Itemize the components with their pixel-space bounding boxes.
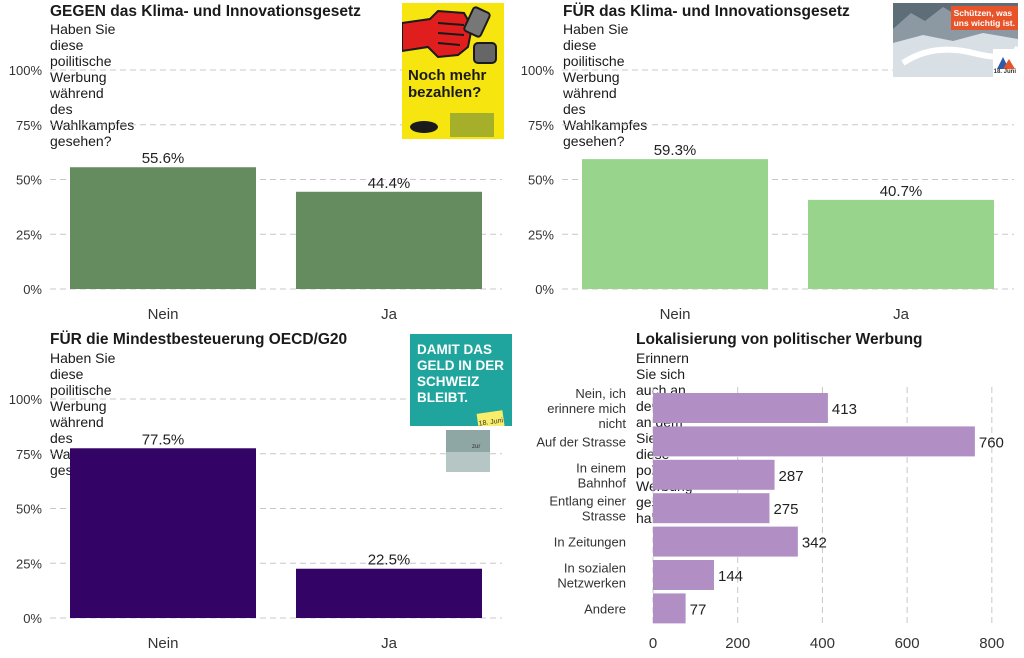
y-tick-label: Auf der Strasse — [536, 434, 626, 449]
bar-value-label: 44.4% — [368, 175, 411, 192]
bar — [70, 167, 256, 289]
chart-title: FÜR die Mindestbesteuerung OECD/G20 — [50, 331, 348, 348]
fist-icon — [402, 6, 497, 137]
y-tick-label: 50% — [16, 502, 42, 517]
bar-chart-gegen-klima: 0% 25% 50% 75% 100% 55.6% Nein 44.4% Ja — [9, 63, 502, 323]
y-tick-label: 75% — [528, 118, 554, 133]
x-tick-label: Ja — [893, 306, 910, 323]
bar — [653, 526, 798, 557]
bar-value-label: 22.5% — [368, 552, 411, 569]
poster-badge: Schützen, was uns wichtig ist. — [950, 6, 1018, 30]
x-tick-label: Ja — [381, 635, 398, 652]
poster-text: DAMIT DAS GELD IN DER SCHWEIZ BLEIBT. — [417, 342, 505, 405]
bar-value-label: 760 — [979, 434, 1004, 451]
y-tick-label: Nein, ich erinnere mich nicht — [547, 386, 626, 431]
bar — [582, 159, 768, 289]
x-tick-label: Nein — [148, 306, 179, 323]
bar — [70, 448, 256, 618]
y-tick-label: 25% — [16, 227, 42, 242]
y-tick-label: 25% — [16, 556, 42, 571]
x-tick-label: 200 — [725, 635, 750, 652]
bar-chart-fuer-oecd: 0% 25% 50% 75% 100% 77.5% Nein 22.5% Ja — [9, 392, 502, 652]
y-tick-label: 75% — [16, 447, 42, 462]
sticky-note: 18. Juni — [476, 410, 506, 426]
poster-small-label: zur — [446, 430, 490, 472]
x-tick-label: 600 — [895, 635, 920, 652]
bar — [296, 191, 482, 289]
poster-gegen-klima: Noch mehr bezahlen? — [402, 3, 504, 139]
bar — [653, 560, 714, 590]
poster-small-text: zur — [472, 444, 481, 450]
bar-value-label: 77.5% — [142, 431, 185, 448]
y-tick-label: 0% — [535, 282, 554, 297]
y-tick-label: In einem Bahnhof — [576, 460, 626, 490]
bar-value-label: 287 — [779, 468, 804, 485]
x-tick-label: 0 — [649, 635, 657, 652]
y-tick-label: 100% — [9, 392, 43, 407]
y-tick-label: 50% — [16, 173, 42, 188]
bar — [653, 459, 775, 490]
chart-title: FÜR das Klima- und Innovationsgesetz — [563, 3, 850, 20]
sticky-note-text: 18. Juni — [478, 417, 504, 426]
hbar-chart-lokalisierung: 0 200 400 600 800 413 Nein, ich erinnere mich ni… — [536, 386, 1004, 652]
y-tick-label: In Zeitungen — [554, 535, 626, 550]
x-tick-label: Nein — [148, 635, 179, 652]
x-tick-label: 800 — [979, 635, 1004, 652]
y-tick-label: 0% — [23, 282, 42, 297]
y-tick-label: In sozialen Netzwerken — [557, 561, 626, 591]
x-tick-label: 400 — [810, 635, 835, 652]
y-tick-label: 25% — [528, 227, 554, 242]
bar — [296, 568, 482, 618]
bar — [653, 593, 686, 624]
bar-value-label: 55.6% — [142, 150, 185, 167]
bar-value-label: 40.7% — [880, 183, 923, 200]
bar-value-label: 342 — [802, 535, 827, 552]
bar — [653, 493, 770, 524]
bar-value-label: 77 — [690, 601, 707, 618]
chart-subtitle: Haben Sie diese poilitische Werbung währ… — [563, 21, 648, 149]
y-tick-label: Andere — [584, 601, 626, 616]
bar-value-label: 413 — [832, 401, 857, 418]
y-tick-label: Entlang einer Strasse — [549, 494, 626, 524]
chart-title: Lokalisierung von politischer Werbung — [636, 331, 923, 348]
bar — [653, 426, 975, 457]
chart-title: GEGEN das Klima- und Innovationsgesetz — [50, 3, 361, 20]
bar-value-label: 59.3% — [654, 142, 697, 159]
bar-chart-fuer-klima: 0% 25% 50% 75% 100% 59.3% Nein 40.7% Ja — [521, 63, 1014, 323]
x-tick-label: Ja — [381, 306, 398, 323]
bar-value-label: 275 — [773, 501, 798, 518]
y-tick-label: 0% — [23, 611, 42, 626]
poster-text: Noch mehr bezahlen? — [408, 67, 487, 101]
poster-date: 18. Juni — [993, 69, 1016, 75]
y-tick-label: 100% — [521, 63, 555, 78]
bar — [808, 199, 994, 289]
y-tick-label: 50% — [528, 173, 554, 188]
bar-value-label: 144 — [718, 568, 743, 585]
poster-fuer-oecd: DAMIT DAS GELD IN DER SCHWEIZ BLEIBT. 18… — [410, 334, 512, 426]
bar — [653, 393, 828, 423]
y-tick-label: 75% — [16, 118, 42, 133]
x-tick-label: Nein — [660, 306, 691, 323]
y-tick-label: 100% — [9, 63, 43, 78]
poster-fuer-klima: Schützen, was uns wichtig ist. 18. Juni — [893, 3, 1018, 77]
